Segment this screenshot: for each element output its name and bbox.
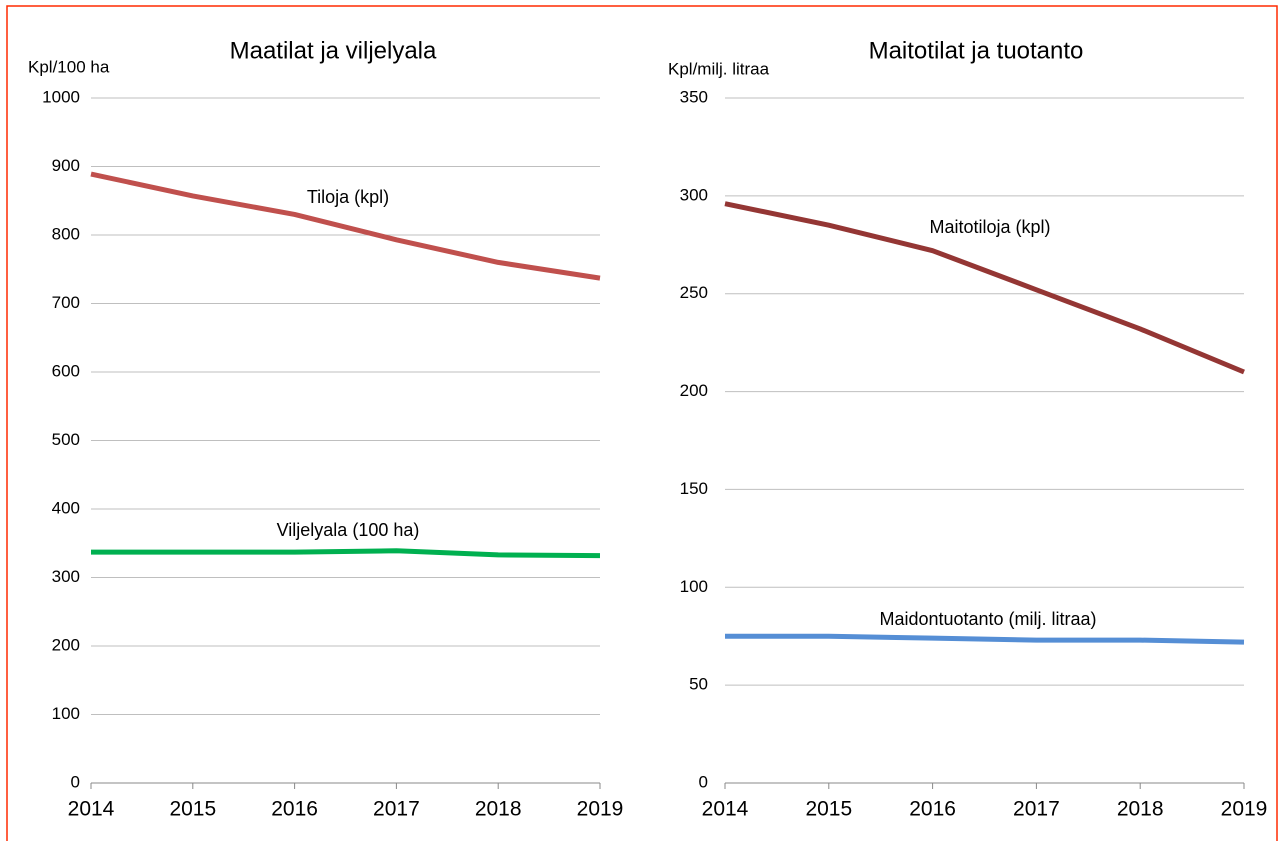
series-label: Maidontuotanto (milj. litraa)	[879, 609, 1096, 629]
y-tick-label: 100	[680, 577, 708, 596]
series-line	[91, 548, 601, 559]
x-tick-label: 2015	[805, 798, 852, 821]
y-axis-label: Kpl/100 ha	[28, 57, 110, 76]
x-tick-label: 2019	[1221, 798, 1268, 821]
y-tick-label: 500	[52, 430, 80, 449]
frame	[6, 5, 1278, 841]
y-tick-label: 350	[680, 87, 708, 106]
series-line	[90, 171, 601, 281]
x-tick-label: 2019	[577, 798, 624, 821]
y-tick-label: 200	[680, 381, 708, 400]
x-tick-label: 2017	[373, 798, 420, 821]
x-tick-label: 2016	[271, 798, 318, 821]
y-tick-label: 0	[699, 772, 708, 791]
y-tick-label: 250	[680, 283, 708, 302]
series-label: Tiloja (kpl)	[307, 187, 389, 207]
y-tick-label: 100	[52, 704, 80, 723]
y-tick-label: 800	[52, 224, 80, 243]
y-tick-label: 900	[52, 156, 80, 175]
y-tick-label: 200	[52, 635, 80, 654]
x-tick-label: 2016	[909, 798, 956, 821]
y-tick-label: 700	[52, 293, 80, 312]
y-tick-label: 50	[689, 675, 708, 694]
y-tick-label: 0	[71, 772, 80, 791]
x-tick-label: 2018	[475, 798, 522, 821]
y-axis-label: Kpl/milj. litraa	[668, 59, 770, 78]
series-label: Viljelyala (100 ha)	[277, 520, 420, 540]
chart-title: Maitotilat ja tuotanto	[869, 37, 1084, 64]
chart-title: Maatilat ja viljelyala	[230, 37, 437, 64]
series-line	[724, 201, 1245, 375]
y-tick-label: 300	[52, 567, 80, 586]
y-tick-label: 300	[680, 185, 708, 204]
series-line	[725, 633, 1245, 645]
series-label: Maitotiloja (kpl)	[929, 217, 1050, 237]
y-tick-label: 600	[52, 361, 80, 380]
x-tick-label: 2017	[1013, 798, 1060, 821]
y-tick-label: 400	[52, 498, 80, 517]
x-tick-label: 2018	[1117, 798, 1164, 821]
y-tick-label: 150	[680, 479, 708, 498]
x-tick-label: 2014	[702, 798, 749, 821]
x-tick-label: 2015	[169, 798, 216, 821]
y-tick-label: 1000	[42, 87, 80, 106]
x-tick-label: 2014	[68, 798, 115, 821]
